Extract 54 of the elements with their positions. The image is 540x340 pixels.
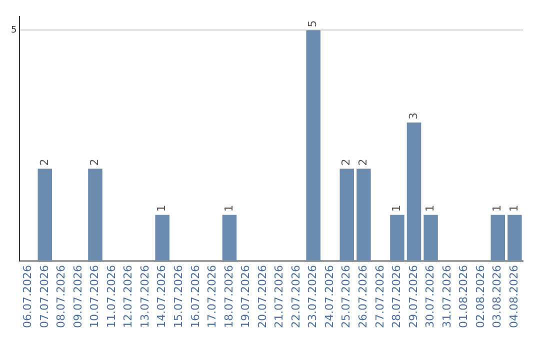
x-tick-label: 12.07.2026 (122, 265, 135, 328)
data-label: 1 (222, 204, 236, 212)
x-tick-label: 24.07.2026 (322, 265, 336, 328)
x-tick-label: 09.07.2026 (71, 265, 84, 328)
x-tick-label: 27.07.2026 (373, 265, 386, 328)
bar (390, 214, 404, 262)
data-label: 1 (155, 204, 168, 212)
bar (340, 168, 354, 262)
data-label: 2 (88, 158, 102, 166)
x-tick-label: 18.07.2026 (222, 265, 236, 328)
x-tick-label: 10.07.2026 (88, 265, 102, 328)
x-tick-label: 17.07.2026 (206, 265, 219, 328)
x-tick-label: 07.07.2026 (38, 265, 51, 328)
bar (490, 214, 506, 262)
x-tick-label: 26.07.2026 (356, 265, 370, 328)
x-tick-label: 20.07.2026 (256, 265, 269, 328)
bar (424, 214, 438, 262)
x-tick-label: 08.07.2026 (54, 265, 68, 328)
x-tick-label: 28.07.2026 (390, 265, 404, 328)
bar (508, 214, 522, 262)
x-tick-label: 01.08.2026 (457, 265, 470, 328)
x-tick-label: 13.07.2026 (138, 265, 152, 328)
bar (38, 168, 52, 262)
x-tick-label: 14.07.2026 (155, 265, 168, 328)
x-tick-label: 03.08.2026 (490, 265, 504, 328)
bar (222, 214, 237, 262)
x-tick-label: 06.07.2026 (20, 265, 34, 328)
data-label: 2 (340, 158, 353, 166)
data-label: 2 (38, 158, 51, 166)
x-tick-label: 22.07.2026 (289, 265, 302, 328)
x-tick-label: 23.07.2026 (306, 265, 320, 328)
bar (155, 214, 170, 262)
data-label: 1 (390, 204, 404, 212)
bar (356, 168, 371, 262)
data-label: 1 (490, 204, 504, 212)
data-label: 1 (424, 204, 437, 212)
x-tick-label: 25.07.2026 (340, 265, 353, 328)
x-tick-label: 15.07.2026 (172, 265, 185, 328)
bar (306, 30, 320, 262)
x-tick-label: 16.07.2026 (188, 265, 202, 328)
x-tick-label: 11.07.2026 (104, 265, 118, 328)
x-tick-label: 29.07.2026 (406, 265, 420, 328)
x-tick-label: 19.07.2026 (239, 265, 252, 328)
data-label: 3 (406, 112, 420, 120)
bar (88, 168, 102, 262)
bar (406, 122, 422, 262)
data-label: 1 (508, 204, 521, 212)
data-label: 2 (356, 158, 370, 166)
data-label: 5 (306, 20, 320, 28)
x-tick-label: 21.07.2026 (272, 265, 286, 328)
x-tick-label: 30.07.2026 (424, 265, 437, 328)
x-tick-label: 04.08.2026 (508, 265, 521, 328)
x-tick-label: 02.08.2026 (474, 265, 487, 328)
x-tick-label: 31.07.2026 (440, 265, 454, 328)
